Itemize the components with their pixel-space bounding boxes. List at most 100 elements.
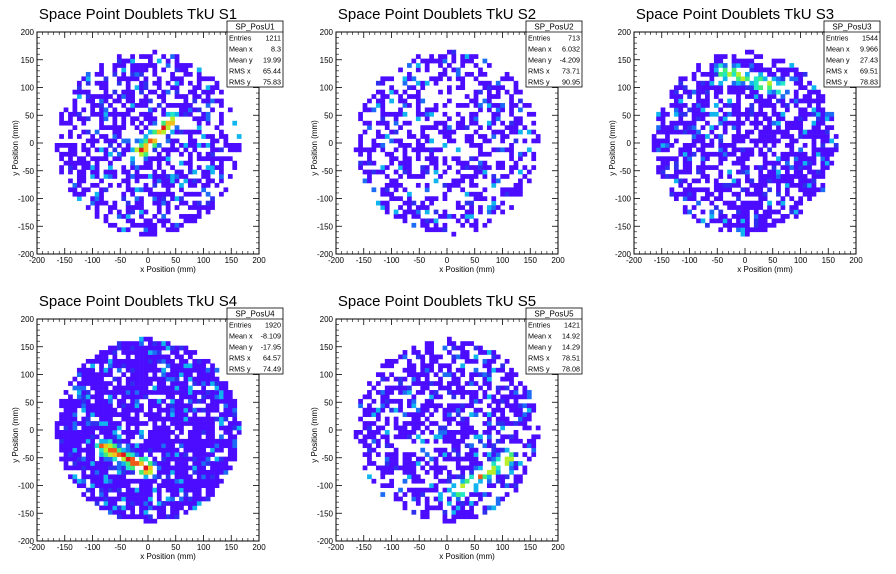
bin <box>187 63 193 68</box>
bin <box>179 469 184 475</box>
bin <box>103 412 109 417</box>
bin <box>362 412 368 417</box>
bin <box>187 111 193 117</box>
bin <box>187 487 193 493</box>
bin <box>500 165 506 170</box>
bin <box>713 89 719 95</box>
bin <box>156 209 162 215</box>
bin <box>745 191 750 197</box>
bin <box>727 98 732 104</box>
bin <box>139 478 144 484</box>
bin <box>696 218 701 224</box>
bin <box>152 354 158 360</box>
bin <box>205 434 211 440</box>
bin <box>762 196 768 202</box>
bin <box>749 138 755 144</box>
bin <box>513 398 519 404</box>
bin <box>179 345 184 351</box>
bin <box>201 469 207 475</box>
bin <box>68 169 73 175</box>
stats-value: 78.83 <box>860 78 878 87</box>
bin <box>824 160 830 166</box>
bin <box>509 111 514 117</box>
bin <box>776 160 781 166</box>
bin <box>429 125 434 130</box>
bin <box>148 222 153 228</box>
bin <box>103 390 109 395</box>
stats-key: RMS y <box>528 365 550 374</box>
bin <box>736 160 741 166</box>
bin <box>473 394 479 400</box>
bin <box>130 501 135 506</box>
bin <box>165 354 171 360</box>
bin <box>156 218 162 224</box>
bin <box>389 129 395 135</box>
bin <box>473 430 479 435</box>
bin <box>469 98 474 104</box>
bin <box>103 492 109 497</box>
bin <box>76 174 82 179</box>
bin <box>384 200 390 206</box>
bin <box>833 134 839 139</box>
bin <box>156 143 162 148</box>
bin <box>518 461 523 466</box>
bin <box>407 63 412 68</box>
bin <box>156 196 162 202</box>
bin <box>143 218 149 224</box>
bin <box>393 421 399 426</box>
bin <box>758 107 764 113</box>
bin <box>99 412 104 417</box>
bin <box>673 169 679 175</box>
bin <box>139 200 144 206</box>
bin <box>451 345 457 351</box>
bin <box>736 89 741 95</box>
bin <box>99 430 104 435</box>
bin <box>411 487 417 493</box>
bin <box>205 372 211 378</box>
bin <box>389 151 395 157</box>
bin <box>134 125 140 130</box>
bin <box>513 421 519 426</box>
bin <box>130 434 135 440</box>
bin <box>68 443 73 449</box>
bin <box>767 98 772 104</box>
bin <box>393 461 399 466</box>
bin <box>205 200 211 206</box>
bin <box>170 381 175 386</box>
bin <box>398 125 403 130</box>
bin <box>407 103 412 108</box>
bin <box>780 98 786 104</box>
bin <box>134 381 140 386</box>
bin <box>384 465 390 471</box>
bin <box>148 447 153 453</box>
bin <box>682 191 688 197</box>
bin <box>682 89 688 95</box>
bin <box>758 165 764 170</box>
bin <box>767 138 772 144</box>
bin <box>469 456 474 462</box>
bin <box>464 456 470 462</box>
bin <box>121 430 127 435</box>
bin <box>451 394 457 400</box>
bin <box>63 107 69 113</box>
bin <box>139 345 144 351</box>
bin <box>442 111 448 117</box>
bin <box>196 443 202 449</box>
bin <box>673 165 679 170</box>
bin <box>201 358 207 364</box>
x-tick-label: 200 <box>849 256 863 265</box>
bin <box>112 390 118 395</box>
bin <box>174 505 180 511</box>
bin <box>753 191 759 197</box>
bin <box>464 218 470 224</box>
bin <box>473 120 479 126</box>
bin <box>713 94 719 99</box>
bin <box>210 438 215 444</box>
bin <box>121 89 127 95</box>
bin <box>513 160 519 166</box>
bin <box>223 461 229 466</box>
bin <box>491 443 497 449</box>
bin <box>116 434 122 440</box>
bin <box>179 76 184 82</box>
bin <box>68 430 73 435</box>
